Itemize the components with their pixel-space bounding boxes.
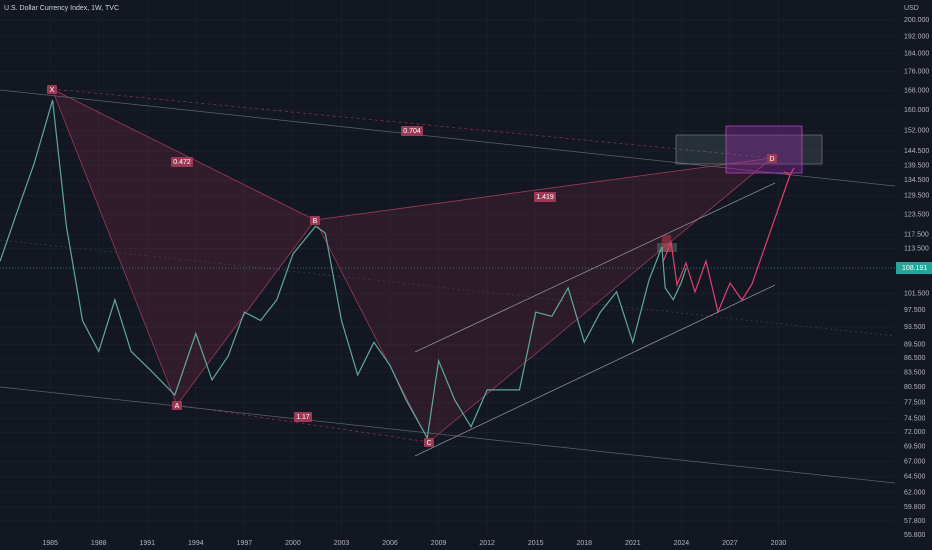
point-label: A — [175, 403, 180, 410]
y-tick-label: 64.500 — [904, 474, 926, 481]
ac-line — [176, 404, 430, 443]
ratio-box — [294, 412, 312, 422]
label-box — [767, 154, 777, 163]
projection-arrow — [783, 167, 795, 176]
x-tick-label: 2000 — [285, 540, 301, 547]
prz-box — [725, 125, 803, 174]
point-label: X — [50, 87, 55, 94]
y-tick-label: 129.500 — [904, 192, 929, 199]
axes: 200.000 192.000 184.000 176.000 168.000 160.0… — [42, 17, 932, 547]
last-price-tag — [896, 262, 932, 275]
y-tick-label: 139.500 — [904, 162, 929, 169]
y-tick-label: 57.800 — [904, 518, 926, 525]
x-tick-label: 2009 — [431, 540, 447, 547]
ratio-label: 0.704 — [403, 128, 421, 135]
small-red-box — [662, 235, 671, 252]
y-tick-label: 192.000 — [904, 33, 929, 40]
y-tick-label: 113.500 — [904, 246, 929, 253]
y-tick-label: 160.000 — [904, 107, 929, 114]
xb-line — [51, 88, 316, 221]
label-box — [172, 401, 182, 410]
point-label: B — [313, 218, 318, 225]
x-tick-label: 2015 — [528, 540, 544, 547]
y-tick-label: 93.500 — [904, 324, 926, 331]
bcd-triangle — [314, 157, 774, 443]
last-price-label: 108.191 — [902, 265, 927, 272]
unit-label: USD — [904, 5, 919, 12]
y-tick-label: 77.500 — [904, 400, 926, 407]
y-tick-label: 83.500 — [904, 369, 926, 376]
x-tick-label: 1985 — [42, 540, 58, 547]
y-tick-label: 74.500 — [904, 415, 926, 422]
ratio-label: 1.17 — [296, 414, 310, 421]
y-tick-label: 144.500 — [904, 148, 929, 155]
x-tick-label: 2018 — [576, 540, 592, 547]
point-label: D — [769, 156, 774, 163]
price-layer — [0, 100, 895, 440]
y-tick-label: 101.500 — [904, 291, 929, 298]
channel-bottom — [0, 386, 932, 488]
x-tick-label: 2012 — [479, 540, 495, 547]
y-tick-label: 134.500 — [904, 177, 929, 184]
target-zone — [675, 134, 823, 165]
y-tick-label: 62.000 — [904, 490, 926, 497]
x-tick-label: 1988 — [91, 540, 107, 547]
y-tick-label: 67.000 — [904, 458, 926, 465]
ratio-box — [534, 192, 556, 202]
x-tick-label: 1991 — [139, 540, 155, 547]
chart-title: U.S. Dollar Currency Index, 1W, TVC — [4, 5, 119, 12]
x-tick-label: 2006 — [382, 540, 398, 547]
xd-line — [51, 88, 773, 159]
price-line — [0, 100, 687, 440]
y-tick-label: 117.500 — [904, 232, 929, 239]
x-tick-label: 2003 — [334, 540, 350, 547]
point-label: C — [426, 440, 431, 447]
y-tick-label: 152.000 — [904, 128, 929, 135]
label-box — [47, 85, 57, 94]
y-tick-label: 168.000 — [904, 87, 929, 94]
y-tick-label: 200.000 — [904, 17, 929, 24]
channel-mid — [0, 239, 932, 341]
ratio-label: 1.419 — [536, 194, 554, 201]
time-axis — [0, 535, 895, 550]
y-tick-label: 176.000 — [904, 69, 929, 76]
projection-path — [662, 174, 791, 314]
y-tick-label: 184.000 — [904, 51, 929, 58]
y-tick-label: 59.800 — [904, 504, 926, 511]
ratio-box — [171, 157, 193, 167]
x-tick-label: 2030 — [771, 540, 787, 547]
y-tick-label: 86.500 — [904, 355, 926, 362]
price-axis — [895, 0, 932, 550]
y-tick-label: 72.000 — [904, 429, 926, 436]
y-tick-label: 97.500 — [904, 307, 926, 314]
y-tick-label: 123.500 — [904, 211, 929, 218]
label-box — [310, 216, 320, 225]
grid — [0, 0, 895, 535]
x-tick-label: 1997 — [237, 540, 253, 547]
rising-support — [414, 284, 776, 457]
label-box — [424, 438, 434, 447]
x-tick-label: 1994 — [188, 540, 204, 547]
x-tick-label: 2024 — [674, 540, 690, 547]
y-tick-label: 89.500 — [904, 341, 926, 348]
pattern-labels: X A B C D 0.472 0.704 1.419 1.17 — [47, 85, 777, 447]
ratio-label: 0.472 — [173, 159, 191, 166]
ratio-box — [401, 126, 423, 136]
y-tick-label: 69.500 — [904, 444, 926, 451]
x-tick-label: 2021 — [625, 540, 641, 547]
y-tick-label: 55.800 — [904, 532, 926, 539]
x-tick-label: 2027 — [722, 540, 738, 547]
y-tick-label: 80.500 — [904, 384, 926, 391]
rising-resistance — [414, 182, 776, 353]
